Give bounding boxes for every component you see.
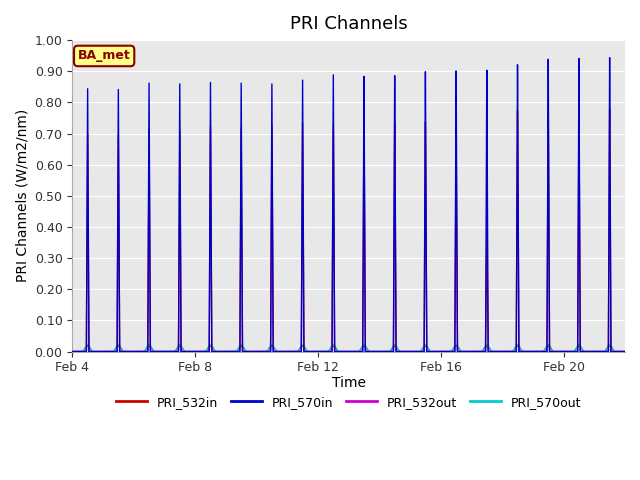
X-axis label: Time: Time [332, 376, 365, 390]
Title: PRI Channels: PRI Channels [290, 15, 408, 33]
Legend: PRI_532in, PRI_570in, PRI_532out, PRI_570out: PRI_532in, PRI_570in, PRI_532out, PRI_57… [111, 391, 587, 414]
Text: BA_met: BA_met [78, 49, 131, 62]
Y-axis label: PRI Channels (W/m2/nm): PRI Channels (W/m2/nm) [15, 109, 29, 282]
